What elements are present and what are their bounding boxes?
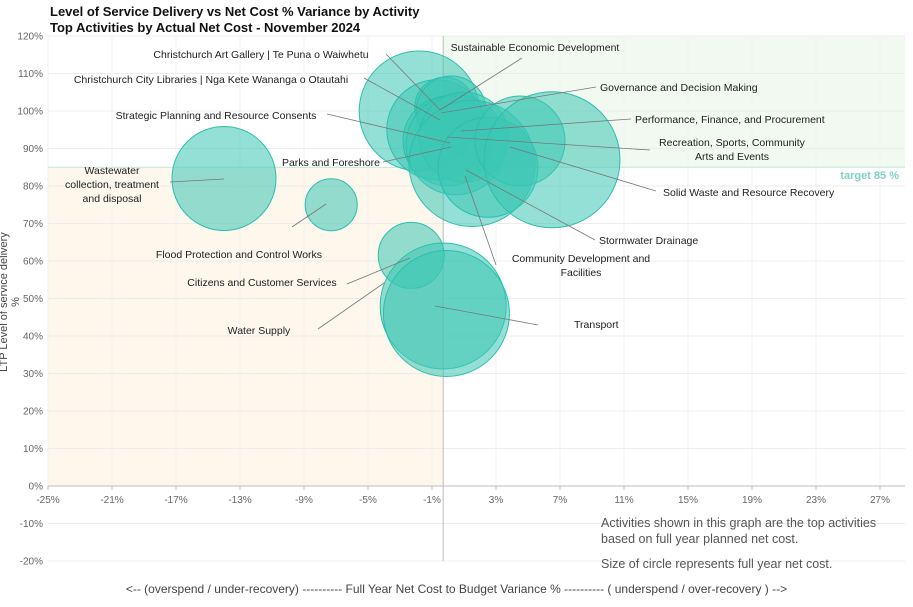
leader-line — [460, 118, 632, 132]
x-tick-label: 27% — [870, 495, 890, 506]
note-top-activities: Activities shown in this graph are the t… — [601, 516, 877, 546]
bubble-label-line: Solid Waste and Resource Recovery — [663, 187, 835, 199]
y-tick-label: 40% — [23, 332, 43, 343]
bubble-label-line: Christchurch Art Gallery | Te Puna o Wai… — [153, 49, 368, 61]
y-tick-label: 20% — [23, 407, 43, 418]
bubble-label-line: Performance, Finance, and Procurement — [635, 114, 825, 126]
y-tick-label: 60% — [23, 257, 43, 268]
y-tick-label: 10% — [23, 444, 43, 455]
y-tick-label: 110% — [18, 69, 43, 80]
bubble — [304, 178, 358, 232]
y-tick-label: -20% — [20, 557, 43, 568]
note-circle-size: Size of circle represents full year net … — [601, 557, 833, 571]
y-tick-label: 100% — [17, 107, 43, 118]
leader-line — [434, 305, 539, 326]
bubble-label: Water Supply — [228, 325, 291, 337]
bubble-label: Governance and Decision Making — [600, 82, 758, 94]
bubble-label-line: Christchurch City Libraries | Nga Kete W… — [74, 74, 348, 86]
leader-line — [439, 57, 523, 111]
leader-line — [346, 257, 411, 285]
bubble-label: Stormwater Drainage — [599, 235, 698, 247]
bubble-label-line: Arts and Events — [695, 151, 769, 163]
bubble-label-line: Water Supply — [228, 325, 291, 337]
leader-line — [326, 113, 451, 144]
x-tick-label: -9% — [295, 495, 313, 506]
x-tick-label: 11% — [614, 495, 633, 506]
bubble-label-line: Governance and Decision Making — [600, 82, 758, 94]
bubble-label-line: Sustainable Economic Development — [451, 42, 620, 54]
bubble-label-line: Recreation, Sports, Community — [659, 137, 806, 149]
y-tick-label: 50% — [23, 294, 43, 305]
bubble-label-line: Facilities — [561, 267, 602, 279]
bubble-label: Transport — [574, 319, 619, 331]
leader-lines — [169, 53, 657, 330]
bubble-label: Christchurch City Libraries | Nga Kete W… — [74, 74, 348, 86]
bubble — [382, 250, 510, 377]
leader-line — [317, 282, 385, 330]
bubble-label-line: Strategic Planning and Resource Consents — [116, 110, 317, 122]
bubble — [171, 126, 277, 231]
bubble-label: Parks and Foreshore — [282, 157, 380, 169]
y-tick-label: 0% — [29, 482, 44, 493]
x-tick-labels: -25% -21% -17% -13% -9% -5% -1% 3% 7% 11% 15% 19% 23… — [36, 495, 890, 506]
chart-title: Level of Service Delivery vs Net Cost % … — [50, 4, 420, 19]
x-tick-label: -25% — [36, 495, 59, 506]
leader-line — [465, 169, 596, 241]
y-axis-label: LTP Level of service delivery % — [0, 232, 22, 372]
y-tick-label: 80% — [23, 182, 43, 193]
leader-line — [363, 77, 441, 121]
x-tick-label: 15% — [678, 495, 698, 506]
leader-line — [169, 178, 225, 183]
y-tick-label: -10% — [20, 519, 43, 530]
bubble-label-line: Citizens and Customer Services — [187, 277, 336, 289]
chart-subtitle: Top Activities by Actual Net Cost - Nove… — [50, 20, 361, 35]
bubble-label-line: Transport — [574, 319, 619, 331]
leader-line — [440, 86, 597, 114]
bubble-label: Sustainable Economic Development — [451, 42, 620, 54]
x-tick-label: -21% — [100, 495, 123, 506]
bubble-label: Recreation, Sports, Community Arts and Ev… — [659, 137, 806, 163]
x-tick-label: -17% — [164, 495, 187, 506]
leader-line — [291, 203, 327, 228]
leader-line — [446, 136, 651, 151]
bubble-label: Wastewater collection, treatment and dispo… — [65, 165, 159, 205]
bubbles — [171, 50, 621, 377]
bubble-label: Christchurch Art Gallery | Te Puna o Wai… — [153, 49, 368, 61]
leader-line — [385, 53, 441, 111]
y-tick-labels: -20% -10% 0% 10% 20% 30% 40% 50% 60% 70% 80% 90% 100… — [17, 32, 43, 568]
y-tick-label: 70% — [23, 219, 43, 230]
bubble-label-line: collection, treatment — [65, 179, 159, 191]
bubble-labels: Wastewater collection, treatment and dispo… — [65, 42, 835, 337]
leader-line — [382, 146, 452, 163]
bubble-label-line: and disposal — [83, 193, 142, 205]
bubble-label-line: Community Development and — [512, 253, 650, 265]
leader-line — [464, 175, 497, 266]
leader-line — [509, 146, 657, 192]
target-label: target 85 % — [840, 170, 899, 182]
bubble-label: Flood Protection and Control Works — [156, 249, 322, 261]
bubble-label: Citizens and Customer Services — [187, 277, 336, 289]
bubble-label: Community Development and Facilities — [512, 253, 650, 279]
x-tick-label: 3% — [489, 495, 504, 506]
x-tick-label: 23% — [806, 495, 826, 506]
x-tick-label: -13% — [228, 495, 251, 506]
bubble-label: Strategic Planning and Resource Consents — [116, 110, 317, 122]
bubble-label-line: Parks and Foreshore — [282, 157, 380, 169]
bubble-label: Solid Waste and Resource Recovery — [663, 187, 835, 199]
x-tick-label: 7% — [553, 495, 568, 506]
bubble-label: Performance, Finance, and Procurement — [635, 114, 825, 126]
y-tick-label: 120% — [17, 32, 43, 43]
x-tick-label: -1% — [423, 495, 441, 506]
x-axis-label: <-- (overspend / under-recovery) -------… — [125, 582, 788, 596]
x-tick-label: 19% — [742, 495, 762, 506]
bubble-label-line: Wastewater — [84, 165, 140, 177]
bubble-label-line: Stormwater Drainage — [599, 235, 698, 247]
x-tick-label: -5% — [359, 495, 377, 506]
y-tick-label: 30% — [23, 369, 43, 380]
y-tick-label: 90% — [23, 144, 43, 155]
bubble-label-line: Flood Protection and Control Works — [156, 249, 322, 261]
